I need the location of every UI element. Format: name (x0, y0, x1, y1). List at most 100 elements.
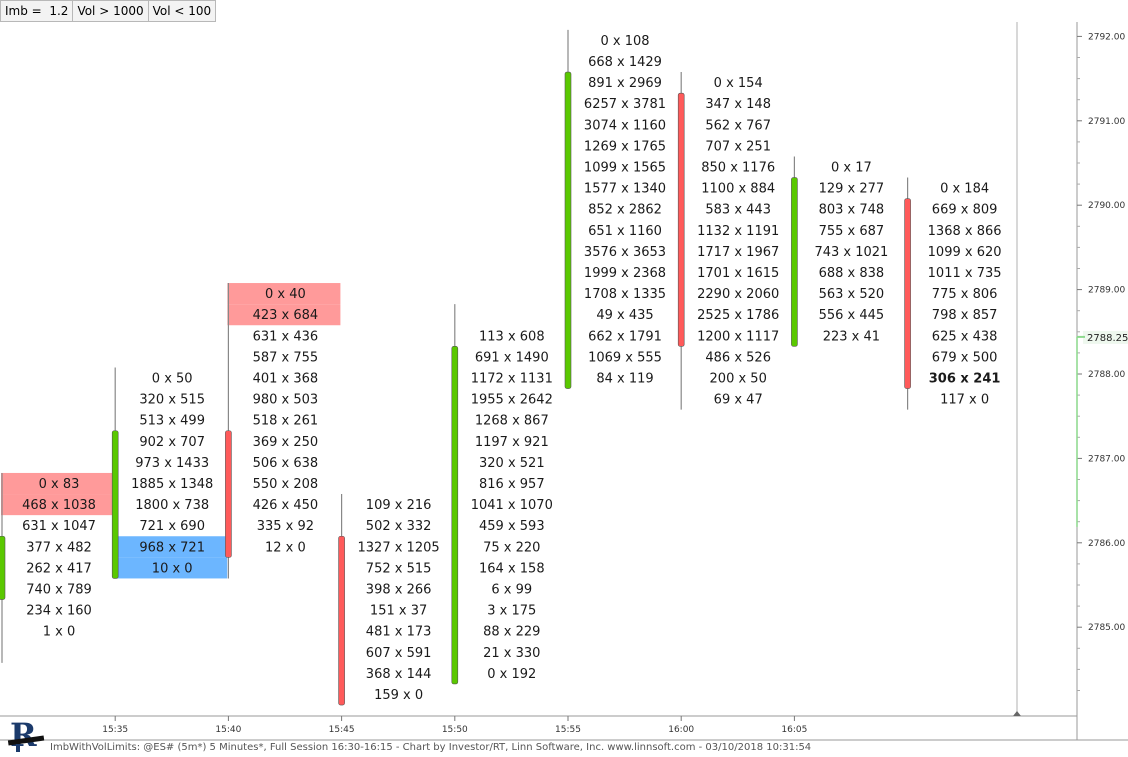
price-tick-label: 2790.00 (1088, 201, 1125, 211)
footprint-cell: 377 x 482 (26, 540, 92, 555)
footprint-cell: 369 x 250 (253, 435, 319, 450)
imbalance-highlight (1, 494, 114, 516)
footprint-cell: 556 x 445 (819, 308, 885, 323)
footprint-cell: 486 x 526 (705, 350, 771, 365)
footprint-cell: 0 x 83 (39, 477, 80, 492)
footprint-cell: 755 x 687 (819, 224, 885, 239)
candle-body[interactable] (564, 71, 572, 389)
footprint-cell: 506 x 638 (253, 456, 319, 471)
footprint-cell: 69 x 47 (714, 393, 763, 408)
footprint-cell: 1269 x 1765 (584, 139, 666, 154)
current-price-box (1083, 330, 1128, 344)
footprint-cell: 335 x 92 (257, 519, 314, 534)
candle-body[interactable] (338, 535, 345, 706)
footprint-cell: 651 x 1160 (588, 224, 662, 239)
time-tick-label: 15:40 (215, 725, 241, 735)
footprint-cell: 468 x 1038 (22, 498, 96, 513)
footprint-cell: 109 x 216 (366, 498, 432, 513)
footprint-cell: 688 x 838 (819, 266, 885, 281)
footprint-cell: 816 x 957 (479, 477, 545, 492)
price-tick-label: 2791.00 (1088, 117, 1125, 127)
footprint-cell: 583 x 443 (705, 203, 771, 218)
footprint-cell: 1577 x 1340 (584, 182, 666, 197)
price-tick-label: 2786.00 (1088, 539, 1125, 549)
footprint-cell: 0 x 40 (265, 287, 306, 302)
footprint-cell: 1268 x 867 (475, 414, 549, 429)
footprint-cell: 84 x 119 (596, 372, 653, 387)
footprint-cell: 0 x 108 (600, 34, 649, 49)
footprint-cell: 1708 x 1335 (584, 287, 666, 302)
footprint-cell: 3576 x 3653 (584, 245, 666, 260)
footprint-cell: 262 x 417 (26, 561, 92, 576)
footprint-cell: 1701 x 1615 (697, 266, 779, 281)
footprint-cell: 2290 x 2060 (697, 287, 779, 302)
footprint-cell: 1955 x 2642 (471, 393, 553, 408)
footprint-cell: 368 x 144 (366, 667, 432, 682)
footprint-cell: 891 x 2969 (588, 76, 662, 91)
footprint-cell: 1885 x 1348 (131, 477, 213, 492)
footprint-cell: 1069 x 555 (588, 350, 662, 365)
imbalance-highlight (114, 557, 228, 579)
current-price-label: 2788.25 (1087, 333, 1128, 344)
footprint-cell: 740 x 789 (26, 583, 92, 598)
footprint-cell: 691 x 1490 (475, 350, 549, 365)
footprint-cell: 1099 x 620 (928, 245, 1002, 260)
footprint-cell: 398 x 266 (366, 583, 432, 598)
footprint-cell: 200 x 50 (710, 372, 767, 387)
imbalance-ratio-button[interactable]: Imb = 1.2 (0, 0, 74, 22)
footprint-cell: 662 x 1791 (588, 329, 662, 344)
time-tick-label: 15:55 (555, 725, 581, 735)
candle-body[interactable] (451, 346, 459, 685)
time-tick-label: 15:35 (102, 725, 128, 735)
footprint-cell: 968 x 721 (139, 540, 205, 555)
candle-body[interactable] (791, 177, 798, 347)
footprint-cell: 320 x 515 (139, 393, 205, 408)
candle-body[interactable] (0, 535, 6, 600)
price-tick-label: 2789.00 (1088, 286, 1125, 296)
candle-body[interactable] (111, 430, 119, 579)
footprint-cell: 426 x 450 (253, 498, 319, 513)
footprint-cell: 0 x 192 (487, 667, 536, 682)
volume-below-button[interactable]: Vol < 100 (147, 0, 217, 22)
footprint-cell: 631 x 1047 (22, 519, 96, 534)
candle-body[interactable] (904, 198, 911, 389)
footprint-cell: 668 x 1429 (588, 55, 662, 70)
footprint-cell: 1132 x 1191 (697, 224, 779, 239)
footprint-cell: 347 x 148 (705, 97, 771, 112)
footprint-cell: 1011 x 735 (928, 266, 1002, 281)
footprint-cell: 10 x 0 (152, 561, 193, 576)
footprint-cell: 234 x 160 (26, 604, 92, 619)
footprint-cell: 1800 x 738 (135, 498, 209, 513)
price-tick-label: 2785.00 (1088, 623, 1125, 633)
footprint-cell: 151 x 37 (370, 604, 427, 619)
footprint-cell: 798 x 857 (932, 308, 998, 323)
footprint-cell: 88 x 229 (483, 625, 540, 640)
candle-body[interactable] (225, 430, 232, 558)
footprint-cell: 481 x 173 (366, 625, 432, 640)
footprint-cell: 423 x 684 (253, 308, 319, 323)
footprint-cell: 669 x 809 (932, 203, 998, 218)
footprint-cell: 902 x 707 (139, 435, 205, 450)
footprint-cell: 21 x 330 (483, 646, 540, 661)
footprint-cell: 49 x 435 (596, 308, 653, 323)
footprint-cell: 1099 x 1565 (584, 161, 666, 176)
volume-above-button[interactable]: Vol > 1000 (72, 0, 149, 22)
footprint-cell: 562 x 767 (705, 118, 771, 133)
imbalance-highlight (227, 304, 341, 326)
time-tick-label: 16:05 (781, 725, 807, 735)
footprint-cell: 320 x 521 (479, 456, 545, 471)
footprint-cell: 707 x 251 (705, 139, 771, 154)
footprint-cell: 1368 x 866 (928, 224, 1002, 239)
footprint-cell: 1327 x 1205 (358, 540, 440, 555)
footprint-cell: 12 x 0 (265, 540, 306, 555)
footprint-cell: 159 x 0 (374, 688, 423, 703)
candle-body[interactable] (677, 92, 685, 347)
indicator-toolbar: Imb = 1.2 Vol > 1000 Vol < 100 (0, 0, 217, 22)
footprint-cell: 113 x 608 (479, 329, 545, 344)
time-tick-label: 15:50 (442, 725, 468, 735)
price-tick-label: 2787.00 (1088, 454, 1125, 464)
footprint-cell: 518 x 261 (253, 414, 319, 429)
footprint-cell: 980 x 503 (253, 393, 319, 408)
footprint-cell: 850 x 1176 (701, 161, 775, 176)
